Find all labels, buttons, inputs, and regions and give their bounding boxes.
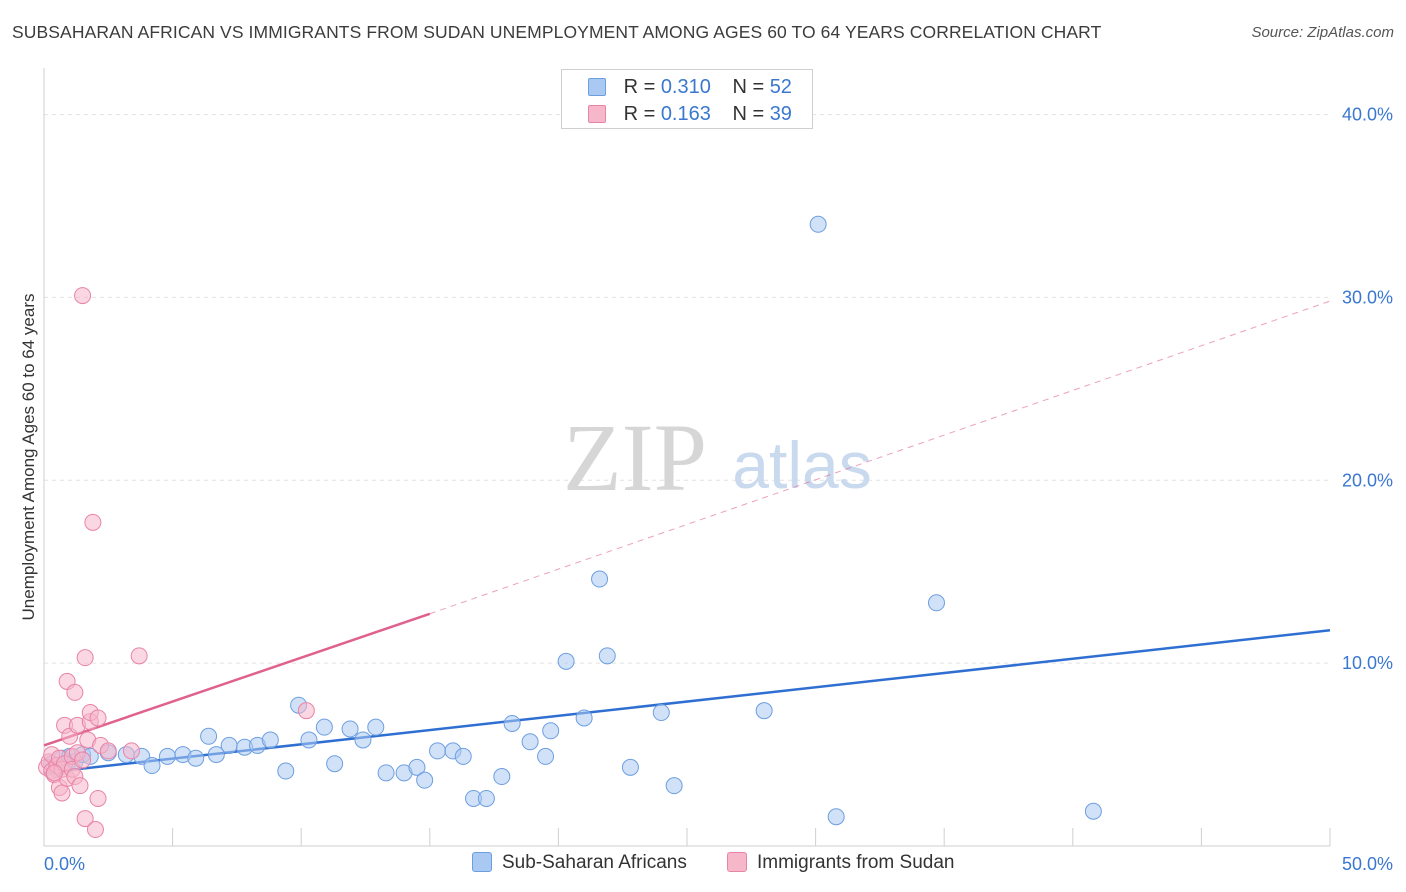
source-label: Source: ZipAtlas.com [1251, 24, 1394, 41]
x-tick-label: 0.0% [44, 854, 85, 874]
point-sudan [297, 702, 315, 720]
point-subsaharan [521, 733, 539, 751]
legend-r-label: R = [623, 103, 661, 125]
tick-label-layer: 10.0% 20.0% 30.0% 40.0% 0.0% 50.0% [44, 105, 1393, 874]
point-subsaharan [187, 749, 205, 767]
point-subsaharan [207, 746, 225, 764]
point-subsaharan [143, 757, 161, 775]
y-tick-label: 20.0% [1342, 470, 1393, 490]
point-subsaharan [200, 727, 218, 745]
trendline-subsaharan [43, 628, 1331, 775]
legend-n-value: 52 [769, 76, 792, 98]
legend-row-sudan: R = 0.163 N = 39 [588, 101, 812, 128]
y-axis-label: Unemployment Among Ages 60 to 64 years [19, 294, 38, 621]
series-legend-label: Immigrants from Sudan [757, 852, 955, 873]
point-sudan [84, 513, 102, 531]
point-sudan [71, 777, 89, 795]
point-subsaharan [158, 747, 176, 765]
trend-layer [43, 300, 1331, 775]
x-tick-label: 50.0% [1342, 854, 1393, 874]
chart-title: SUBSAHARAN AFRICAN VS IMMIGRANTS FROM SU… [12, 22, 1102, 42]
watermark-atlas: atlas [732, 428, 871, 502]
point-subsaharan [621, 758, 639, 776]
point-subsaharan [477, 789, 495, 807]
series-legend-subsaharan[interactable]: Sub-Saharan Africans [472, 852, 687, 874]
point-subsaharan [493, 768, 511, 786]
series-sudan [38, 287, 315, 839]
point-subsaharan [755, 702, 773, 720]
legend-n-value: 39 [769, 103, 792, 125]
point-sudan [66, 683, 84, 701]
watermark: ZIP atlas [563, 404, 872, 511]
y-tick-label: 10.0% [1342, 653, 1393, 673]
point-subsaharan [408, 758, 426, 776]
legend-swatch-blue [588, 78, 606, 96]
point-subsaharan [503, 714, 521, 732]
point-subsaharan [591, 570, 609, 588]
point-subsaharan [341, 720, 359, 738]
point-subsaharan [377, 764, 395, 782]
point-subsaharan [416, 771, 434, 789]
point-subsaharan [809, 215, 827, 233]
axis-layer [43, 68, 1331, 847]
series-legend: Sub-Saharan Africans Immigrants from Sud… [0, 852, 1406, 878]
y-tick-label: 30.0% [1342, 287, 1393, 307]
point-subsaharan [261, 731, 279, 749]
series-swatch-blue [472, 852, 492, 872]
trendline-extension-sudan [429, 300, 1331, 615]
point-subsaharan [1084, 802, 1102, 820]
point-subsaharan [542, 722, 560, 740]
point-sudan [122, 742, 140, 760]
point-subsaharan [354, 731, 372, 749]
point-sudan [99, 742, 117, 760]
point-subsaharan [454, 747, 472, 765]
point-subsaharan [300, 731, 318, 749]
legend-n-label: N = [732, 76, 770, 98]
legend-row-subsaharan: R = 0.310 N = 52 [588, 74, 812, 101]
series-swatch-pink [727, 852, 747, 872]
y-tick-label: 40.0% [1342, 105, 1393, 125]
point-subsaharan [557, 652, 575, 670]
legend-swatch-pink [588, 105, 606, 123]
point-subsaharan [927, 594, 945, 612]
point-subsaharan [575, 709, 593, 727]
point-subsaharan [537, 747, 555, 765]
point-sudan [76, 649, 94, 667]
point-subsaharan [315, 718, 333, 736]
watermark-zip: ZIP [563, 404, 707, 511]
point-subsaharan [220, 736, 238, 754]
point-sudan [53, 784, 71, 802]
legend-n-label: N = [732, 103, 770, 125]
point-sudan [76, 810, 94, 828]
grid-layer [44, 114, 1330, 664]
series-legend-label: Sub-Saharan Africans [502, 852, 687, 873]
point-subsaharan [827, 808, 845, 826]
legend-r-value: 0.310 [660, 76, 711, 98]
stats-legend: R = 0.310 N = 52 R = 0.163 N = 39 [561, 69, 813, 129]
series-legend-sudan[interactable]: Immigrants from Sudan [727, 852, 954, 874]
point-sudan [86, 821, 104, 839]
point-subsaharan [652, 704, 670, 722]
legend-r-label: R = [623, 76, 661, 98]
series-subsaharan [43, 215, 1102, 826]
point-subsaharan [598, 647, 616, 665]
point-sudan [45, 764, 63, 782]
point-sudan [89, 709, 107, 727]
point-sudan [89, 789, 107, 807]
point-sudan [74, 287, 92, 305]
point-subsaharan [665, 777, 683, 795]
trendline-sudan [43, 612, 431, 747]
point-sudan [130, 647, 148, 665]
point-subsaharan [326, 755, 344, 773]
point-subsaharan [367, 718, 385, 736]
point-subsaharan [429, 742, 447, 760]
point-sudan [74, 751, 92, 769]
points-layer [38, 215, 1102, 839]
point-subsaharan [277, 762, 295, 780]
legend-r-value: 0.163 [660, 103, 711, 125]
